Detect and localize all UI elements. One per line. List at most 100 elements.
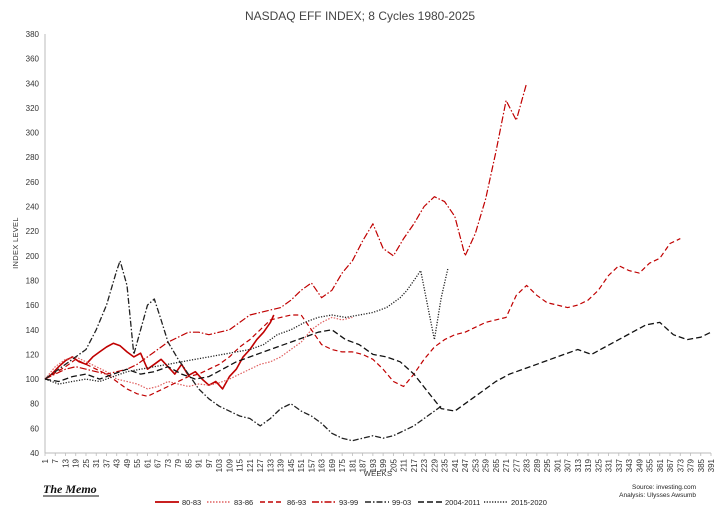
x-tick-label: 31 xyxy=(92,458,101,467)
y-tick-label: 120 xyxy=(26,350,40,359)
legend: 80-83 83-86 86-93 93-99 99-03 2004-2011 2015-2… xyxy=(155,498,547,507)
y-tick-label: 40 xyxy=(30,449,39,458)
y-tick-label: 200 xyxy=(26,252,40,261)
y-tick-label: 60 xyxy=(30,424,39,433)
x-tick-label: 181 xyxy=(348,458,357,472)
x-tick-label: 175 xyxy=(338,458,347,472)
x-tick-label: 385 xyxy=(697,458,706,472)
x-tick-label: 37 xyxy=(102,458,111,467)
x-tick-label: 91 xyxy=(195,458,204,467)
x-tick-label: 205 xyxy=(389,458,398,472)
series-line-80-83 xyxy=(44,314,275,390)
y-tick-label: 100 xyxy=(26,375,40,384)
x-tick-label: 391 xyxy=(707,458,716,472)
legend-label-93-99: 93-99 xyxy=(339,498,358,507)
x-tick-label: 361 xyxy=(656,458,665,472)
y-tick-label: 220 xyxy=(26,227,40,236)
x-tick-label: 139 xyxy=(277,458,286,472)
x-tick-label: 247 xyxy=(461,458,470,472)
plot-area xyxy=(44,83,712,442)
x-tick-label: 25 xyxy=(82,458,91,467)
x-tick-label: 55 xyxy=(133,458,142,467)
x-tick-label: 73 xyxy=(164,458,173,467)
x-tick-label: 199 xyxy=(379,458,388,472)
x-tick-label: 259 xyxy=(482,458,491,472)
x-tick-label: 187 xyxy=(359,458,368,472)
x-tick-label: 85 xyxy=(184,458,193,467)
y-tick-label: 340 xyxy=(26,79,40,88)
analysis-line: Analysis: Ulysses Awsumb xyxy=(619,492,696,499)
x-tick-label: 271 xyxy=(502,458,511,472)
x-tick-label: 121 xyxy=(246,458,255,472)
x-tick-label: 109 xyxy=(225,458,234,472)
legend-label-80-83: 80-83 xyxy=(182,498,201,507)
x-tick-label: 163 xyxy=(318,458,327,472)
x-tick-label: 331 xyxy=(605,458,614,472)
x-tick-label: 157 xyxy=(307,458,316,472)
x-tick-label: 211 xyxy=(400,458,409,471)
series-line-99-03 xyxy=(44,260,442,442)
y-tick-label: 320 xyxy=(26,104,40,113)
y-tick-label: 180 xyxy=(26,276,40,285)
x-tick-label: 49 xyxy=(123,458,132,467)
x-tick-label: 115 xyxy=(236,458,245,471)
x-tick-label: 103 xyxy=(215,458,224,472)
x-tick-label: 265 xyxy=(492,458,501,472)
y-tick-label: 280 xyxy=(26,153,40,162)
x-tick-label: 145 xyxy=(287,458,296,472)
x-tick-label: 61 xyxy=(143,458,152,467)
y-tick-labels: 40 60 80 100 120 140 160 180 200 220 240 260 280 300 3… xyxy=(26,30,40,458)
x-tick-label: 289 xyxy=(533,458,542,472)
series-line-93-99 xyxy=(44,83,528,380)
x-tick-label: 151 xyxy=(297,458,306,472)
x-tick-label: 349 xyxy=(635,458,644,472)
x-tick-label: 277 xyxy=(512,458,521,472)
x-axis-label: WEEKS xyxy=(364,469,393,478)
x-tick-label: 367 xyxy=(666,458,675,472)
x-tick-label: 97 xyxy=(205,458,214,467)
x-tick-label: 355 xyxy=(646,458,655,472)
series-line-2015-2020 xyxy=(44,267,449,385)
x-tick-label: 241 xyxy=(451,458,460,472)
x-tick-label: 283 xyxy=(523,458,532,472)
x-tick-label: 1 xyxy=(41,458,50,463)
x-tick-label: 235 xyxy=(441,458,450,472)
legend-label-2004-2011: 2004-2011 xyxy=(445,498,480,507)
series-line-2004-2011 xyxy=(44,321,712,412)
y-tick-label: 160 xyxy=(26,301,40,310)
y-tick-label: 300 xyxy=(26,129,40,138)
y-tick-label: 260 xyxy=(26,178,40,187)
x-tick-label: 133 xyxy=(266,458,275,472)
x-tick-label: 79 xyxy=(174,458,183,467)
x-tick-label: 307 xyxy=(564,458,573,472)
legend-label-83-86: 83-86 xyxy=(234,498,253,507)
chart-title: NASDAQ EFF INDEX; 8 Cycles 1980-2025 xyxy=(245,9,475,23)
x-tick-label: 127 xyxy=(256,458,265,472)
x-tick-label: 193 xyxy=(369,458,378,472)
x-tick-label: 217 xyxy=(410,458,419,472)
y-tick-label: 380 xyxy=(26,30,40,39)
legend-label-2015-2020: 2015-2020 xyxy=(511,498,547,507)
x-tick-label: 373 xyxy=(676,458,685,472)
x-tick-label: 295 xyxy=(543,458,552,472)
x-tick-labels: 1 7 13 19 25 31 37 43 49 55 61 67 73 79 85 91 97 103 109 11… xyxy=(41,453,716,472)
series-line-83-86 xyxy=(44,316,353,390)
x-tick-label: 7 xyxy=(51,458,60,463)
y-tick-label: 140 xyxy=(26,326,40,335)
series-line-86-93 xyxy=(44,238,681,397)
x-tick-label: 229 xyxy=(430,458,439,472)
y-axis-label: INDEX LEVEL xyxy=(11,217,20,269)
x-tick-label: 301 xyxy=(553,458,562,472)
legend-label-99-03: 99-03 xyxy=(392,498,411,507)
source-line: Source: investing.com xyxy=(632,484,696,491)
x-tick-label: 43 xyxy=(113,458,122,467)
x-tick-label: 67 xyxy=(154,458,163,467)
x-tick-label: 169 xyxy=(328,458,337,472)
x-tick-label: 19 xyxy=(72,458,81,467)
x-tick-label: 343 xyxy=(625,458,634,472)
x-tick-label: 325 xyxy=(594,458,603,472)
brand-logo: The Memo xyxy=(43,482,97,496)
x-tick-label: 223 xyxy=(420,458,429,472)
